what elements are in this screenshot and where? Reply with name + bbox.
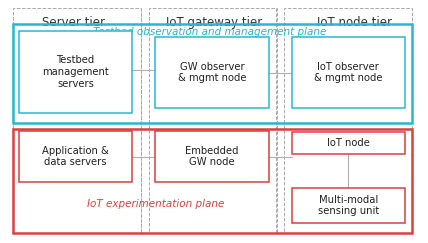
FancyBboxPatch shape (19, 31, 132, 113)
Text: Embedded
GW node: Embedded GW node (185, 146, 239, 167)
FancyBboxPatch shape (19, 131, 132, 182)
Text: IoT gateway tier: IoT gateway tier (166, 16, 262, 28)
Text: Testbed
management
servers: Testbed management servers (42, 55, 109, 89)
Text: Testbed observation and management plane: Testbed observation and management plane (93, 27, 327, 37)
FancyBboxPatch shape (155, 37, 268, 108)
Text: IoT node tier: IoT node tier (317, 16, 392, 28)
FancyBboxPatch shape (291, 37, 405, 108)
FancyBboxPatch shape (291, 188, 405, 223)
FancyBboxPatch shape (291, 132, 405, 154)
Text: GW observer
& mgmt node: GW observer & mgmt node (178, 62, 246, 84)
Text: Multi-modal
sensing unit: Multi-modal sensing unit (318, 195, 379, 216)
Text: IoT node: IoT node (327, 138, 370, 148)
Text: Application &
data servers: Application & data servers (42, 146, 109, 167)
Text: Server tier: Server tier (42, 16, 105, 28)
FancyBboxPatch shape (155, 131, 268, 182)
Text: IoT observer
& mgmt node: IoT observer & mgmt node (314, 62, 383, 84)
Text: IoT experimentation plane: IoT experimentation plane (86, 199, 224, 209)
